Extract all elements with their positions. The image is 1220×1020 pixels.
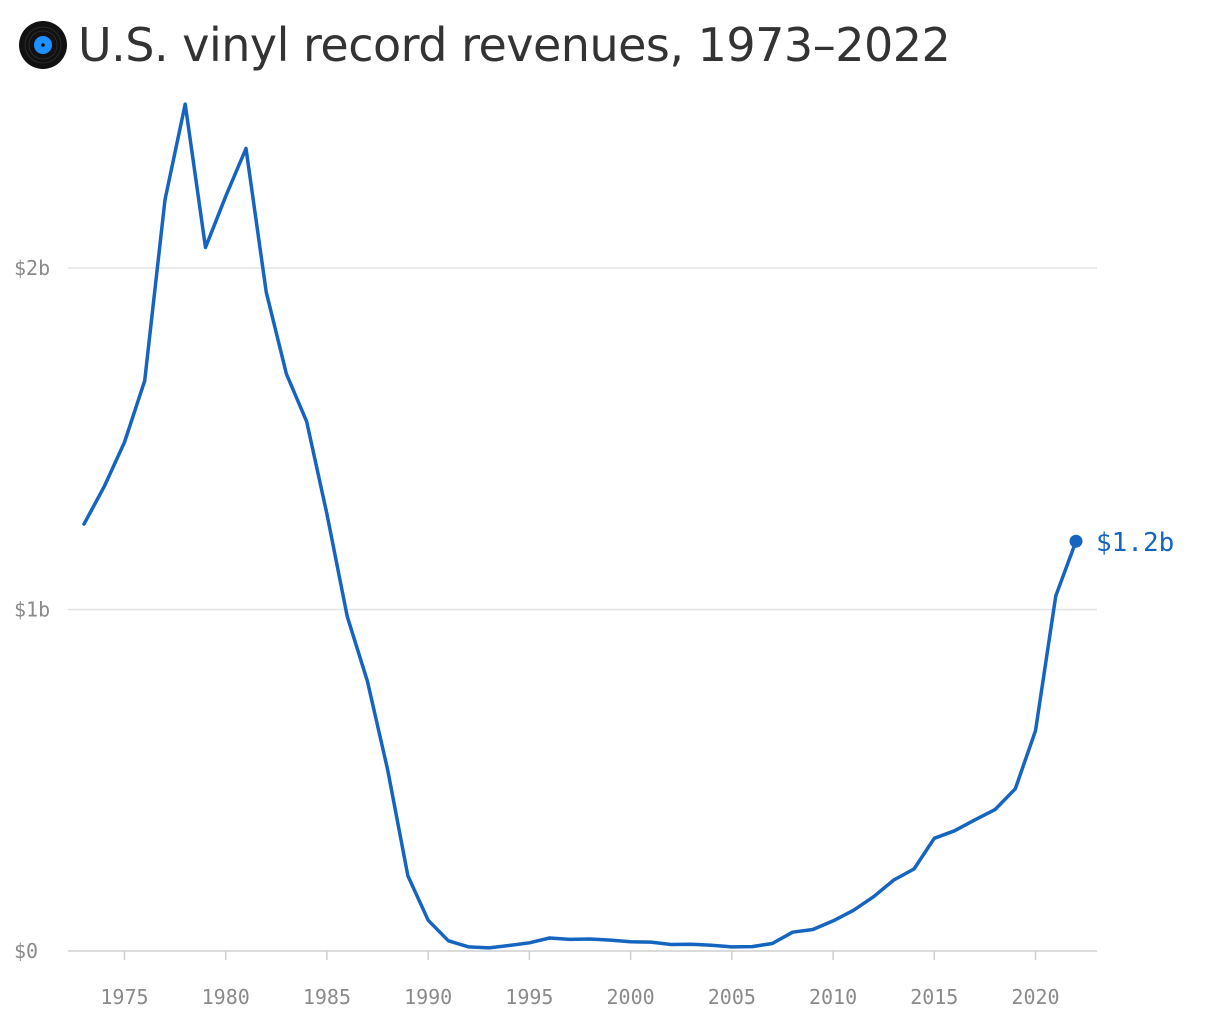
data-point-2002 [669,943,673,947]
chart-header: U.S. vinyl record revenues, 1973–2022 [18,14,951,76]
gridlines [68,267,1097,611]
data-point-1994 [507,944,511,948]
x-tick-label: 1995 [505,985,553,1009]
y-axis-ticks: $0 $1b $2b [14,256,50,963]
data-point-1985 [325,512,329,516]
data-point-1995 [527,941,531,945]
data-point-2011 [851,908,855,912]
data-point-2015 [932,836,936,840]
data-point-1976 [143,379,147,383]
data-point-2016 [953,829,957,833]
data-point-1973 [82,522,86,526]
x-axis-ticks: 1975 1980 1985 1990 1995 2000 2005 2010 2015 2020 [100,951,1060,1009]
x-tick-label: 1990 [404,985,452,1009]
x-tick-label: 1975 [100,985,148,1009]
vinyl-record-icon [19,21,67,69]
series-line-vinyl-revenue [82,102,1078,950]
data-point-1979 [203,246,207,250]
end-point-marker [1069,534,1083,548]
data-point-2005 [730,945,734,949]
data-point-2009 [811,927,815,931]
end-value-label: $1.2b [1096,528,1174,558]
y-tick-label: $1b [14,598,50,622]
y-tick-label: $0 [14,939,38,963]
data-point-2012 [872,895,876,899]
data-point-1990 [426,918,430,922]
x-tick-label: 1985 [303,985,351,1009]
x-tick-label: 1980 [202,985,250,1009]
data-point-1998 [588,937,592,941]
data-point-2017 [973,818,977,822]
data-point-1989 [406,874,410,878]
y-tick-label: $2b [14,256,50,280]
x-tick-label: 2020 [1011,985,1059,1009]
data-point-2010 [831,919,835,923]
chart-title: U.S. vinyl record revenues, 1973–2022 [78,18,951,72]
data-point-2007 [770,941,774,945]
data-point-2001 [649,940,653,944]
x-tick-label: 2005 [708,985,756,1009]
data-point-1999 [608,938,612,942]
data-point-1981 [244,146,248,150]
data-point-1988 [386,768,390,772]
data-point-1997 [568,937,572,941]
data-point-1982 [264,290,268,294]
data-point-1983 [284,372,288,376]
x-tick-label: 2010 [809,985,857,1009]
data-point-1991 [446,939,450,943]
data-point-1974 [102,485,106,489]
x-tick-label: 2000 [607,985,655,1009]
data-point-2013 [892,878,896,882]
data-point-2014 [912,867,916,871]
data-point-2019 [1013,787,1017,791]
data-point-1996 [548,936,552,940]
data-point-2020 [1034,729,1038,733]
data-point-2000 [629,940,633,944]
data-point-1975 [122,440,126,444]
data-point-2004 [710,943,714,947]
data-point-2006 [750,945,754,949]
data-point-1987 [365,679,369,683]
data-point-1980 [224,194,228,198]
data-point-2021 [1054,594,1058,598]
x-tick-label: 2015 [910,985,958,1009]
data-point-2018 [993,808,997,812]
data-point-1986 [345,614,349,618]
data-point-1978 [183,102,187,106]
data-point-1977 [163,198,167,202]
data-points [82,102,1078,950]
data-point-1993 [487,946,491,950]
data-point-1984 [305,420,309,424]
data-point-2008 [791,930,795,934]
data-point-1992 [467,945,471,949]
data-point-2003 [689,942,693,946]
